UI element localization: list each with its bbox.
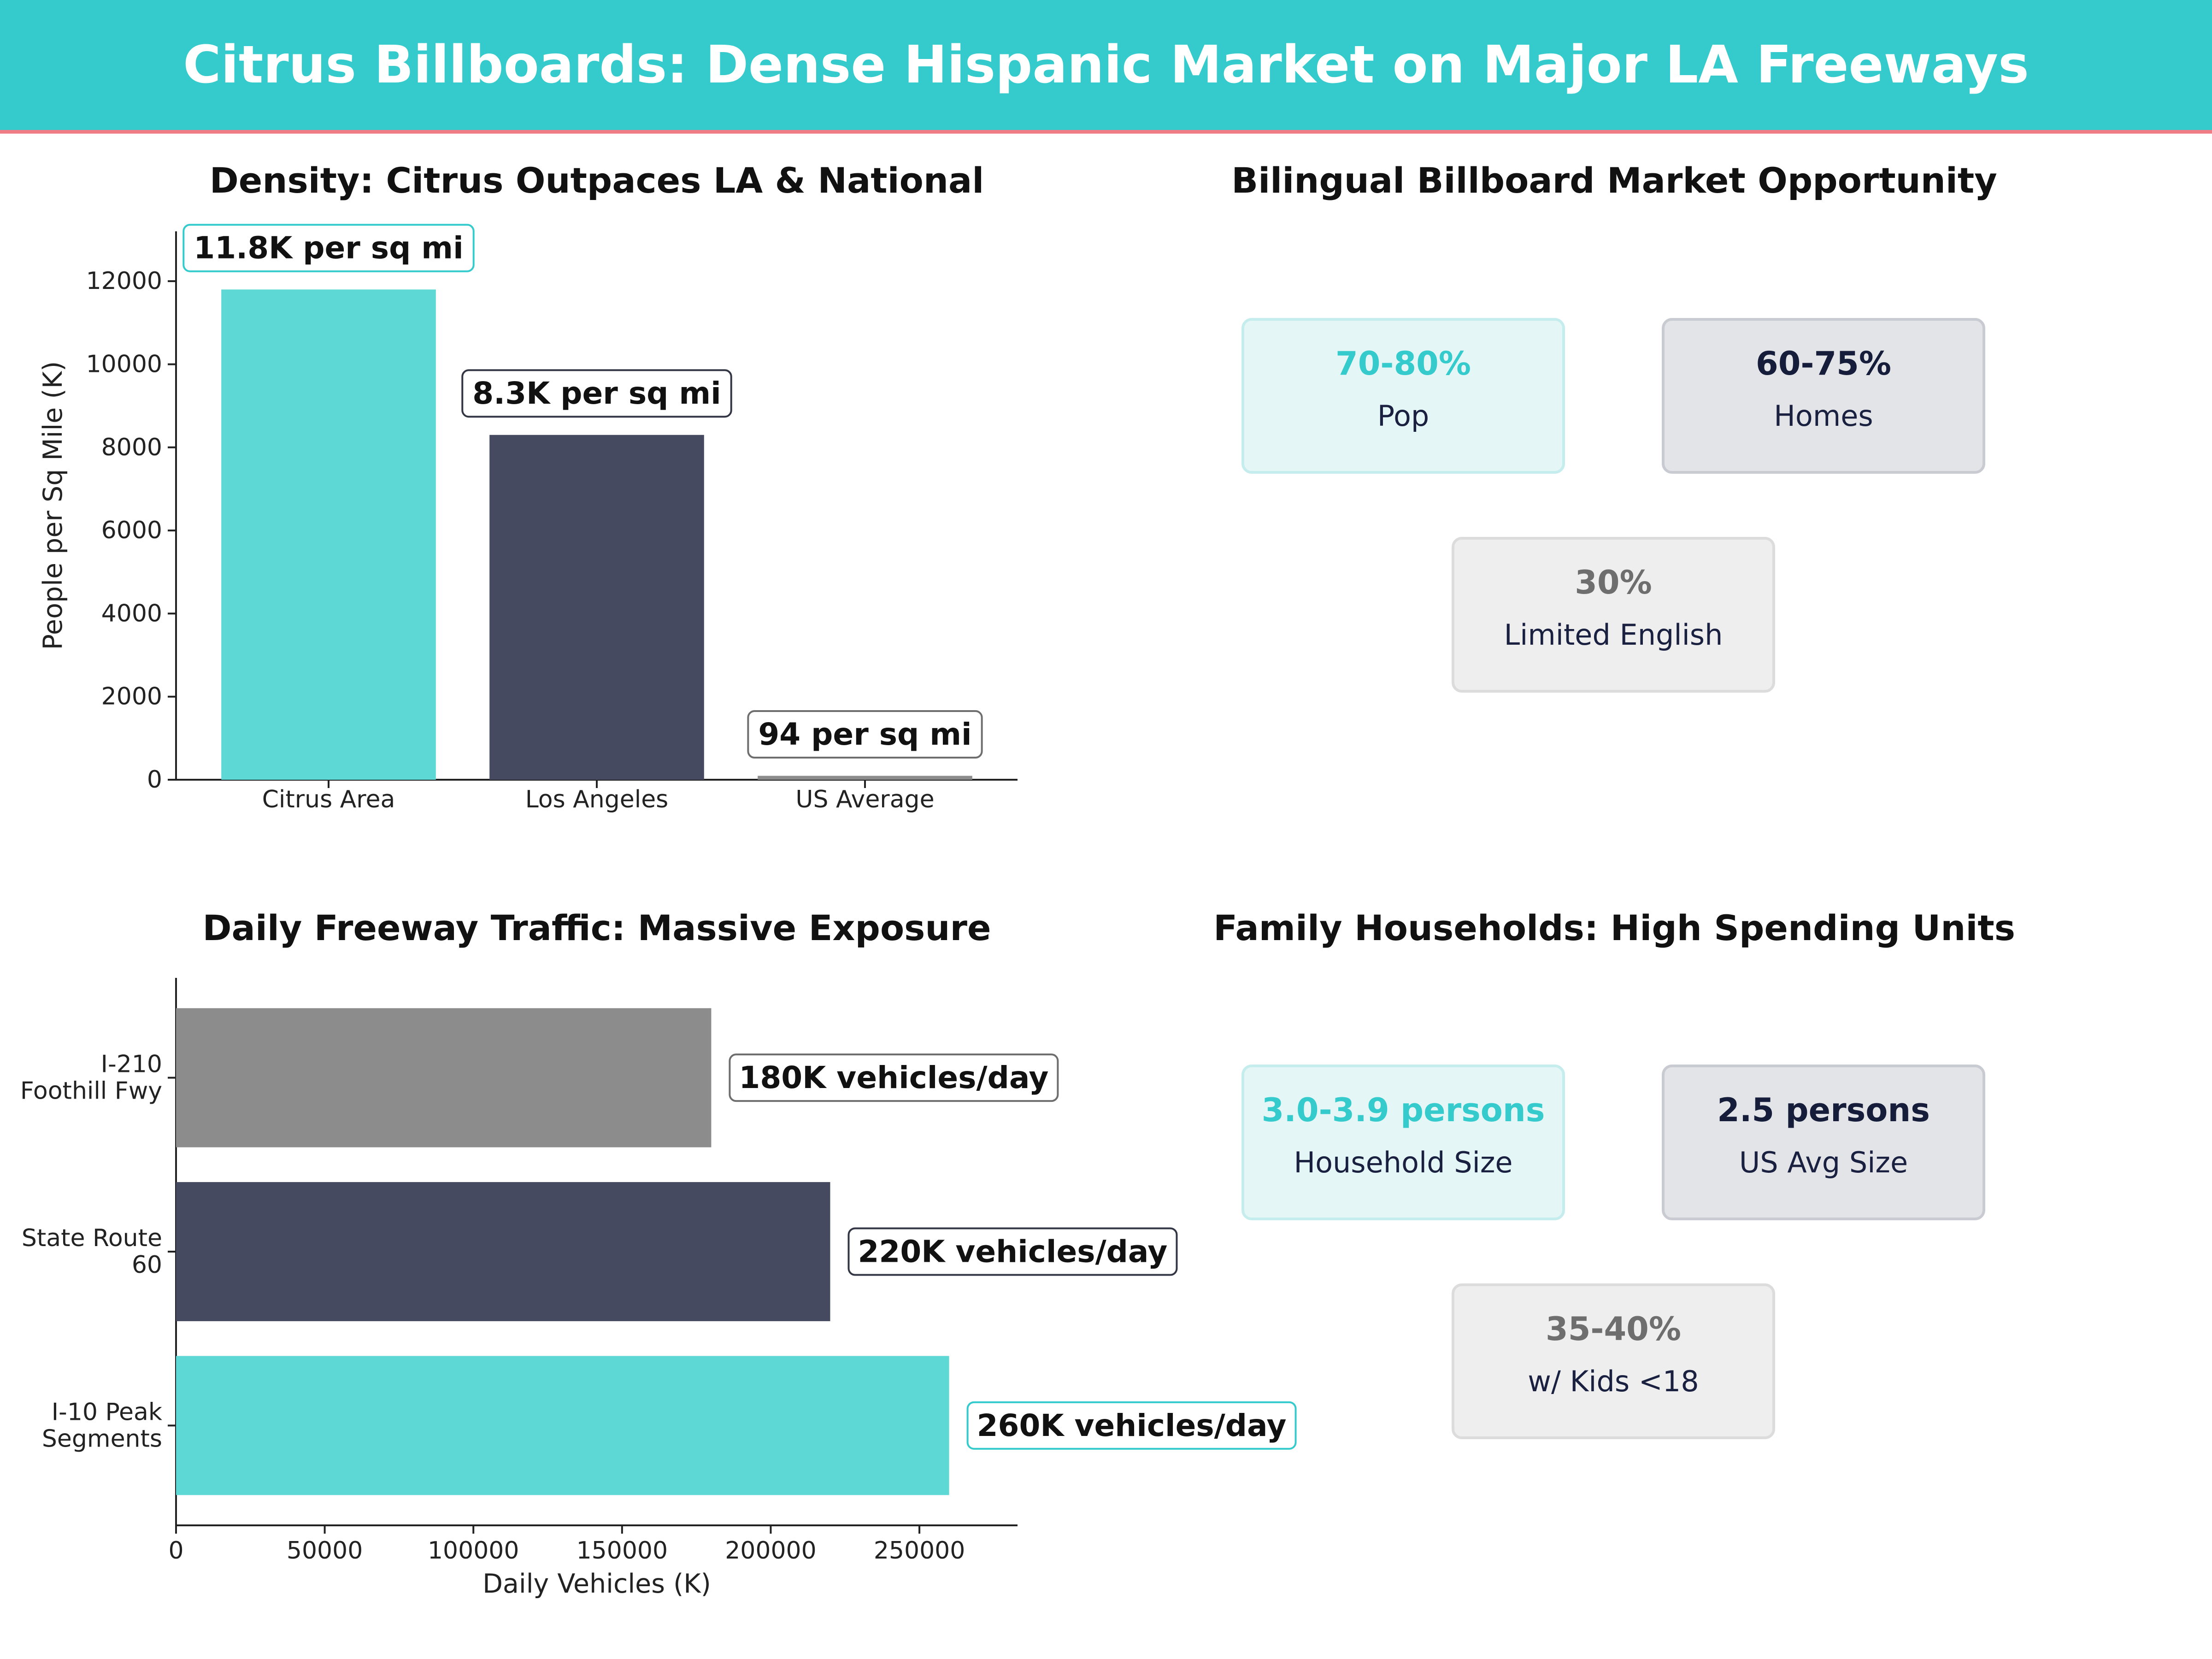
stat-label: Limited English (1504, 618, 1723, 652)
y-axis-label: People per Sq Mile (K) (38, 361, 68, 650)
bar-i-210-foothill-fwy (176, 1008, 712, 1147)
stat-label: w/ Kids <18 (1528, 1365, 1699, 1398)
x-tick-label: US Average (795, 786, 934, 813)
x-tick-label: Los Angeles (525, 786, 669, 813)
bar-value-label: 8.3K per sq mi (472, 376, 721, 411)
bar-value-label-box (461, 369, 732, 418)
y-tick-label: Foothill Fwy (20, 1077, 162, 1105)
x-axis-label: Daily Vehicles (K) (482, 1569, 711, 1599)
traffic-chart-title: Daily Freeway Traffic: Massive Exposure (202, 907, 991, 948)
stat-label: Household Size (1294, 1146, 1513, 1179)
y-tick-label: I-10 Peak (52, 1398, 162, 1426)
bar-us-average (758, 776, 972, 780)
x-tick-label: 250000 (874, 1537, 965, 1565)
stat-value: 3.0-3.9 persons (1261, 1091, 1545, 1129)
y-tick-label: 4000 (101, 600, 162, 627)
y-tick-label: 2000 (101, 683, 162, 711)
bilingual-pop-card: 70-80% Pop (1241, 318, 1565, 474)
bar-value-label-box (966, 1401, 1297, 1450)
bar-value-label: 11.8K per sq mi (194, 230, 463, 266)
bilingual-panel-title: Bilingual Billboard Market Opportunity (1231, 160, 1997, 201)
stat-label: US Avg Size (1739, 1146, 1908, 1179)
right-panel-titles: Bilingual Billboard Market Opportunity F… (1213, 160, 2015, 948)
y-tick-label: I-210 (101, 1051, 162, 1078)
y-tick-label: 12000 (86, 267, 162, 295)
bar-value-label-box (847, 1227, 1178, 1276)
stat-value: 60-75% (1755, 345, 1891, 382)
stat-value: 35-40% (1545, 1310, 1681, 1348)
family-panel-title: Family Households: High Spending Units (1213, 907, 2015, 948)
y-tick-label: Segments (42, 1425, 162, 1453)
bar-value-label-box (182, 224, 475, 272)
header-banner: Citrus Billboards: Dense Hispanic Market… (0, 0, 2212, 130)
stat-label: Pop (1377, 399, 1430, 433)
density-bar-chart: Density: Citrus Outpaces LA & National 0 2… (38, 160, 1018, 813)
bar-los-angeles (489, 435, 704, 780)
bar-state-route-60 (176, 1182, 830, 1321)
page-title: Citrus Billboards: Dense Hispanic Market… (183, 35, 2029, 95)
stat-value: 2.5 persons (1717, 1091, 1930, 1129)
y-tick-label: 0 (147, 766, 162, 794)
x-tick-label: 50000 (287, 1537, 363, 1565)
y-tick-label: State Route (22, 1224, 162, 1252)
bilingual-limited-english-card: 30% Limited English (1452, 537, 1775, 693)
stat-value: 30% (1575, 564, 1652, 601)
bar-value-label: 180K vehicles/day (739, 1060, 1048, 1095)
x-tick-label: Citrus Area (262, 786, 395, 813)
bar-value-label: 260K vehicles/day (977, 1408, 1287, 1443)
bar-value-label: 220K vehicles/day (858, 1234, 1168, 1270)
bar-i-10-peak-segments (176, 1356, 949, 1495)
stat-label: Homes (1774, 399, 1873, 433)
y-tick-label: 6000 (101, 517, 162, 544)
bar-value-label: 94 per sq mi (758, 717, 971, 752)
x-tick-label: 200000 (725, 1537, 817, 1565)
bilingual-homes-card: 60-75% Homes (1662, 318, 1985, 474)
stat-value: 70-80% (1335, 345, 1471, 382)
x-tick-label: 0 (168, 1537, 183, 1565)
x-tick-label: 100000 (428, 1537, 519, 1565)
y-tick-label: 10000 (86, 350, 162, 378)
family-us-avg-size-card: 2.5 persons US Avg Size (1662, 1065, 1985, 1220)
y-tick-label: 60 (132, 1251, 162, 1279)
y-tick-label: 8000 (101, 434, 162, 461)
family-kids-card: 35-40% w/ Kids <18 (1452, 1283, 1775, 1439)
bar-citrus-area (221, 289, 436, 780)
header-accent-line (0, 130, 2212, 134)
family-household-size-card: 3.0-3.9 persons Household Size (1241, 1065, 1565, 1220)
density-chart-title: Density: Citrus Outpaces LA & National (210, 160, 984, 201)
bar-value-label-box (729, 1053, 1059, 1102)
bar-value-label-box (747, 710, 983, 759)
traffic-bar-chart: Daily Freeway Traffic: Massive Exposure 0… (20, 907, 1297, 1599)
x-tick-label: 150000 (577, 1537, 668, 1565)
